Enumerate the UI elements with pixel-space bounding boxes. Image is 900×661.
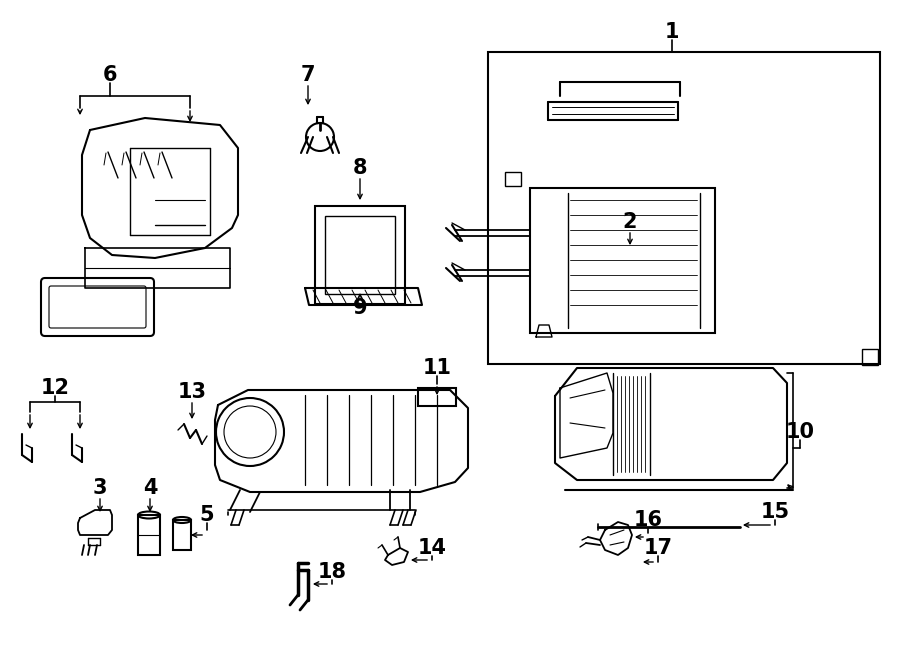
Bar [138,515,160,555]
Bar [325,216,395,294]
Bar [530,188,715,333]
Text: 14: 14 [418,538,446,558]
Text: 15: 15 [760,502,789,522]
Bar [173,520,191,550]
Bar [488,52,880,364]
Text: 3: 3 [93,478,107,498]
Text: 4: 4 [143,478,157,498]
Text: 13: 13 [177,382,206,402]
Text: 18: 18 [318,562,346,582]
Text: 10: 10 [786,422,815,442]
Text: 8: 8 [353,158,367,178]
Text: 17: 17 [644,538,672,558]
Text: 12: 12 [40,378,69,398]
Bar [505,172,521,186]
Text: 9: 9 [353,298,367,318]
Text: 16: 16 [634,510,662,530]
Text: 2: 2 [623,212,637,232]
Text: 11: 11 [422,358,452,378]
Bar [418,388,456,406]
Text: 6: 6 [103,65,117,85]
Text: 1: 1 [665,22,680,42]
Bar [315,206,405,304]
Bar [862,349,878,365]
Text: 5: 5 [200,505,214,525]
Text: 7: 7 [301,65,315,85]
